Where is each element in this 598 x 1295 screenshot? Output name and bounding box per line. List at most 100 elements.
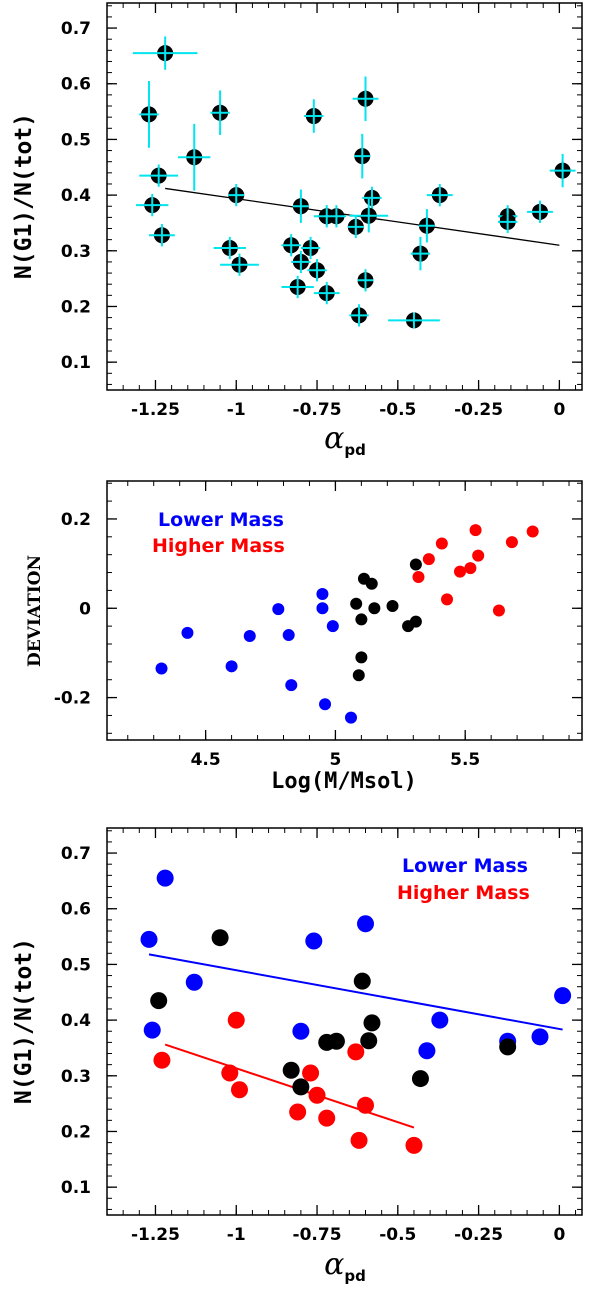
plot-frame	[106, 2, 583, 391]
data-point	[308, 1086, 326, 1104]
data-point	[350, 597, 363, 610]
axis-ticks: -1.25 -1 -0.75 -0.5 -0.25 0 0.1 0.2 0.3 0.4 0.5 0.6…	[61, 828, 582, 1245]
legend-lower-mass: Lower Mass	[402, 855, 528, 877]
y-tick-label: 0.3	[61, 242, 91, 262]
data-point	[292, 1022, 310, 1040]
x-tick-label: -1.25	[131, 400, 180, 420]
y-tick-label: 0.5	[61, 955, 91, 975]
x-tick-label: -0.75	[293, 400, 342, 420]
y-tick-label: 0.4	[61, 1011, 91, 1031]
x-axis-label: αpd	[324, 421, 366, 459]
data-point	[282, 629, 295, 642]
data-point	[526, 525, 539, 538]
y-tick-label: 0.7	[61, 844, 91, 864]
x-tick-label: 0	[553, 1225, 565, 1245]
data-point	[285, 679, 298, 692]
x-tick-label: 5	[329, 750, 341, 770]
data-point	[272, 603, 285, 616]
data-point	[422, 553, 435, 566]
data-point	[368, 602, 381, 615]
data-point	[185, 973, 203, 991]
data-point	[431, 1011, 449, 1029]
data-point	[292, 1078, 310, 1096]
panel-top: -1.25 -1 -0.75 -0.5 -0.25 0 0.1 0.2 0.3 0.4 0.5 0.6…	[11, 2, 583, 459]
data-point	[469, 524, 482, 537]
y-tick-label: 0.7	[61, 19, 91, 39]
x-tick-label: -0.75	[293, 1225, 342, 1245]
data-point	[454, 565, 467, 578]
data-point	[505, 536, 518, 549]
data-point	[344, 711, 357, 724]
data-point	[412, 571, 425, 584]
data-point	[243, 629, 256, 642]
data-point	[357, 915, 375, 933]
data-point	[221, 1064, 239, 1082]
legend-higher-mass: Higher Mass	[152, 535, 285, 557]
y-tick-label: 0.2	[61, 510, 91, 530]
data-point	[441, 593, 454, 606]
data-point	[531, 1028, 549, 1046]
data-point	[302, 1064, 320, 1082]
data-point	[409, 615, 422, 628]
data-point	[492, 604, 505, 617]
x-axis-label: Log(M/Msol)	[271, 769, 417, 794]
data-point	[289, 1103, 307, 1121]
data-point	[360, 1032, 378, 1050]
panel-middle: 4.5 5 5.5 -0.2 0 0.2 Lower Mass Higher Mass D…	[25, 480, 583, 794]
data-point	[499, 1038, 517, 1056]
y-tick-label: 0.5	[61, 130, 91, 150]
plot-frame	[106, 827, 583, 1216]
data-point	[318, 1109, 336, 1127]
data-marks	[140, 869, 572, 1154]
data-point	[140, 930, 158, 948]
x-tick-label: -0.25	[454, 1225, 503, 1245]
y-tick-label: 0.3	[61, 1067, 91, 1087]
y-tick-label: 0.6	[61, 75, 91, 95]
x-tick-label: 0	[553, 400, 565, 420]
x-tick-label: 5.5	[450, 750, 480, 770]
x-tick-label: -0.25	[454, 400, 503, 420]
data-point	[153, 1051, 171, 1069]
data-point	[150, 992, 168, 1010]
fit-line	[148, 953, 563, 1031]
y-tick-label: 0.1	[61, 1178, 91, 1198]
y-tick-label: 0.2	[61, 1122, 91, 1142]
data-point	[230, 1081, 248, 1099]
data-point	[316, 602, 329, 615]
data-point	[327, 1032, 345, 1050]
y-axis-label: DEVIATION	[25, 555, 45, 667]
data-point	[155, 662, 168, 675]
data-point	[472, 549, 485, 562]
x-tick-label: -0.5	[379, 1225, 416, 1245]
data-point	[554, 987, 572, 1005]
fit-line	[164, 1043, 415, 1129]
data-point	[211, 929, 229, 947]
data-point	[464, 562, 477, 575]
legend-higher-mass: Higher Mass	[397, 882, 530, 904]
data-point	[282, 1061, 300, 1079]
axis-ticks: 4.5 5 5.5 -0.2 0 0.2	[54, 481, 582, 770]
y-tick-label: -0.2	[54, 689, 91, 709]
data-point	[181, 626, 194, 639]
data-point	[352, 669, 365, 682]
data-point	[316, 587, 329, 600]
data-point	[227, 1011, 245, 1029]
x-tick-label: -1	[227, 1225, 246, 1245]
data-point	[411, 1070, 429, 1088]
data-point	[305, 932, 323, 950]
data-point	[355, 613, 368, 626]
data-point	[225, 660, 238, 673]
y-axis-label: N(G1)/N(tot)	[11, 113, 37, 279]
y-tick-label: 0	[79, 599, 91, 619]
data-marks	[155, 524, 539, 724]
x-tick-label: -1	[227, 400, 246, 420]
x-tick-label: -1.25	[131, 1225, 180, 1245]
data-point	[326, 620, 339, 633]
data-point	[347, 1043, 365, 1061]
data-point	[365, 577, 378, 590]
legend-lower-mass: Lower Mass	[158, 509, 284, 531]
data-point	[409, 558, 422, 571]
data-point	[405, 1136, 423, 1154]
y-tick-label: 0.4	[61, 186, 91, 206]
